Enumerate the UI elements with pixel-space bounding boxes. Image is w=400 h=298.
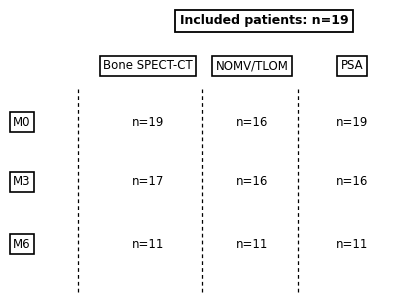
Text: n=11: n=11: [336, 238, 368, 251]
Text: n=16: n=16: [236, 175, 268, 188]
Text: M0: M0: [13, 116, 31, 129]
Text: PSA: PSA: [341, 59, 363, 72]
Text: n=16: n=16: [236, 116, 268, 129]
Text: n=11: n=11: [132, 238, 164, 251]
Text: n=16: n=16: [336, 175, 368, 188]
Text: n=19: n=19: [132, 116, 164, 129]
Text: n=19: n=19: [336, 116, 368, 129]
Text: Included patients: n=19: Included patients: n=19: [180, 14, 348, 27]
Text: n=17: n=17: [132, 175, 164, 188]
Text: n=11: n=11: [236, 238, 268, 251]
Text: M3: M3: [13, 175, 31, 188]
Text: M6: M6: [13, 238, 31, 251]
Text: NOMV/TLOM: NOMV/TLOM: [216, 59, 288, 72]
Text: Bone SPECT-CT: Bone SPECT-CT: [103, 59, 193, 72]
